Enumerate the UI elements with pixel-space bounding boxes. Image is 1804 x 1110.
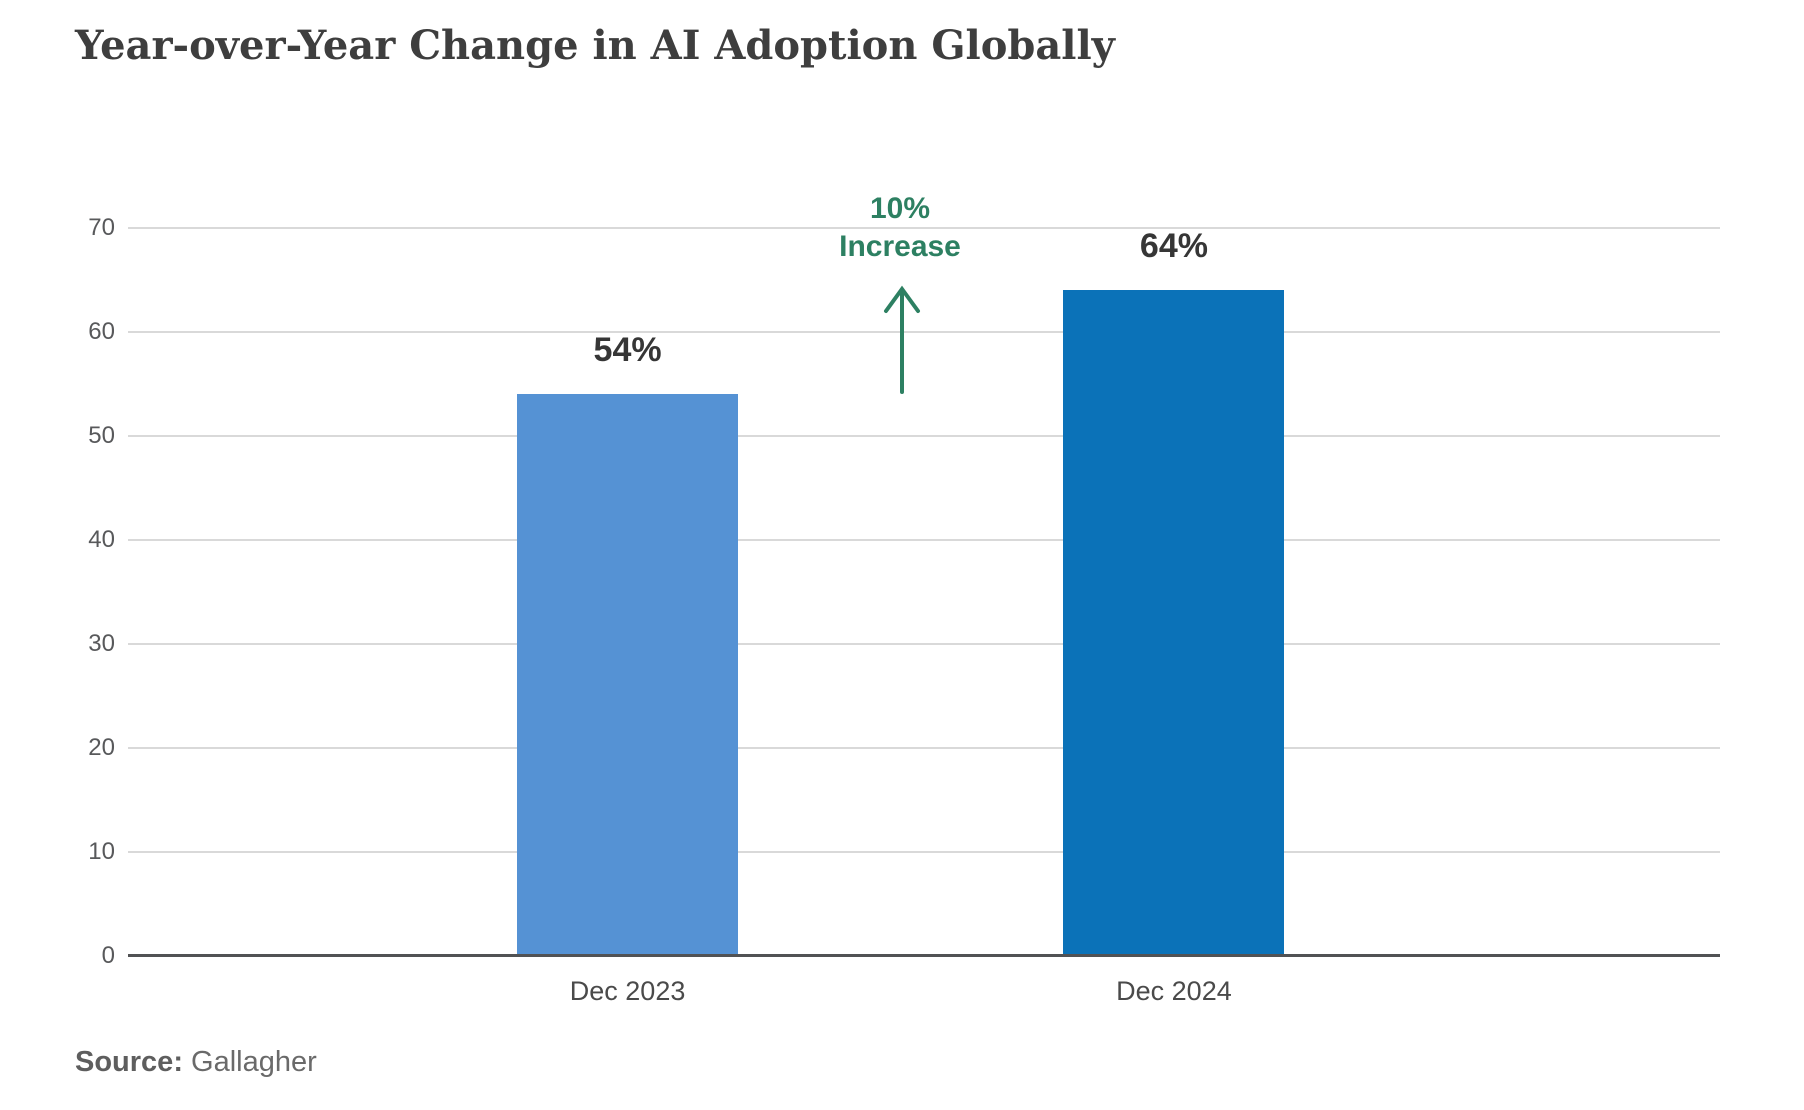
chart-title: Year-over-Year Change in AI Adoption Glo… [75,22,1115,69]
y-tick-label: 10 [88,838,115,865]
x-axis-line [128,954,1720,957]
y-tick-label: 50 [88,422,115,449]
gridline [128,227,1720,229]
y-tick-label: 30 [88,630,115,657]
increase-annotation: 10% Increase [770,190,1030,266]
gridline [128,851,1720,853]
bar-value-label: 64% [1139,227,1208,266]
gridline [128,643,1720,645]
source-label: Source: [75,1046,183,1078]
y-tick-label: 20 [88,734,115,761]
gridline [128,331,1720,333]
x-axis-label: Dec 2023 [569,976,686,1006]
source-note: Source: Gallagher [75,1046,317,1079]
up-arrow-icon [884,285,920,394]
annotation-value: 10% [869,192,931,225]
source-value: Gallagher [191,1046,317,1078]
y-tick-label: 0 [101,942,115,969]
y-tick-label: 60 [88,318,115,345]
y-tick-label: 70 [88,214,115,241]
gridline [128,747,1720,749]
plot-area: 10% Increase 0 10 20 30 40 50 60 70 54% Dec 2023 6… [88,192,1720,1006]
gridline [128,435,1720,437]
y-tick-label: 40 [88,526,115,553]
bar-value-label: 54% [593,331,662,370]
gridline [128,539,1720,541]
bar-dec-2024 [1063,290,1285,956]
x-axis-label: Dec 2024 [1116,976,1232,1006]
bar-dec-2023 [517,394,739,956]
annotation-word: Increase [839,230,961,263]
